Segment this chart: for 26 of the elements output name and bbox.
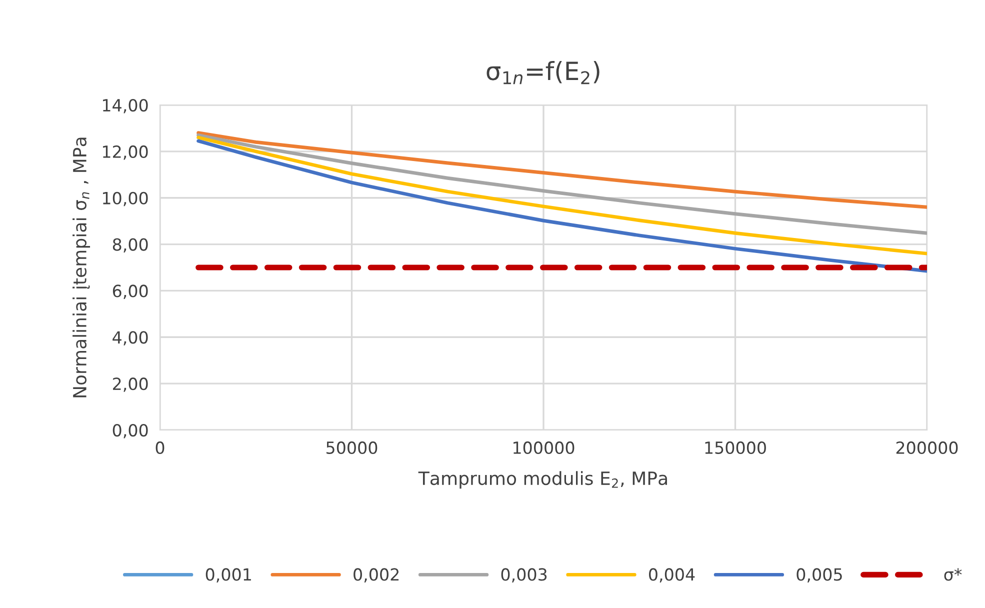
y-tick-label: 8,00 bbox=[112, 238, 148, 253]
x-tick-label: 50000 bbox=[326, 441, 378, 454]
y-tick-label: 2,00 bbox=[113, 378, 148, 392]
x-axis-title: Tamprumo modulis E$_{2}$, MPa bbox=[418, 471, 667, 489]
x-tick-label: 100000 bbox=[514, 441, 574, 454]
legend-label: 0,005 bbox=[796, 568, 842, 582]
legend-label: σ* bbox=[944, 568, 962, 581]
line-series bbox=[196, 139, 927, 273]
legend-label: 0,004 bbox=[649, 568, 695, 582]
y-tick-label: 4,00 bbox=[112, 331, 148, 346]
x-tick-label: 150000 bbox=[705, 441, 766, 454]
line-series bbox=[196, 133, 927, 235]
x-tick-label: 0 bbox=[156, 441, 164, 454]
line-series bbox=[196, 131, 927, 209]
x-tick-label: 200000 bbox=[896, 441, 958, 454]
y-tick-label: 10,00 bbox=[103, 192, 148, 206]
line-series bbox=[196, 136, 927, 256]
y-tick-label: 0,00 bbox=[112, 424, 148, 438]
legend-label: 0,001 bbox=[206, 568, 251, 582]
y-tick-label: 12,00 bbox=[103, 145, 148, 160]
chart-title: σ$_{1n}$=f(E$_{2}$) bbox=[486, 61, 600, 84]
y-tick-label: 14,00 bbox=[103, 98, 148, 114]
legend-label: 0,002 bbox=[354, 568, 399, 582]
legend-label: 0,003 bbox=[501, 568, 547, 582]
y-axis-title: Normaliniai įtempiai σ$_{n}$ , MPa bbox=[72, 138, 90, 398]
y-tick-label: 6,00 bbox=[112, 284, 148, 299]
